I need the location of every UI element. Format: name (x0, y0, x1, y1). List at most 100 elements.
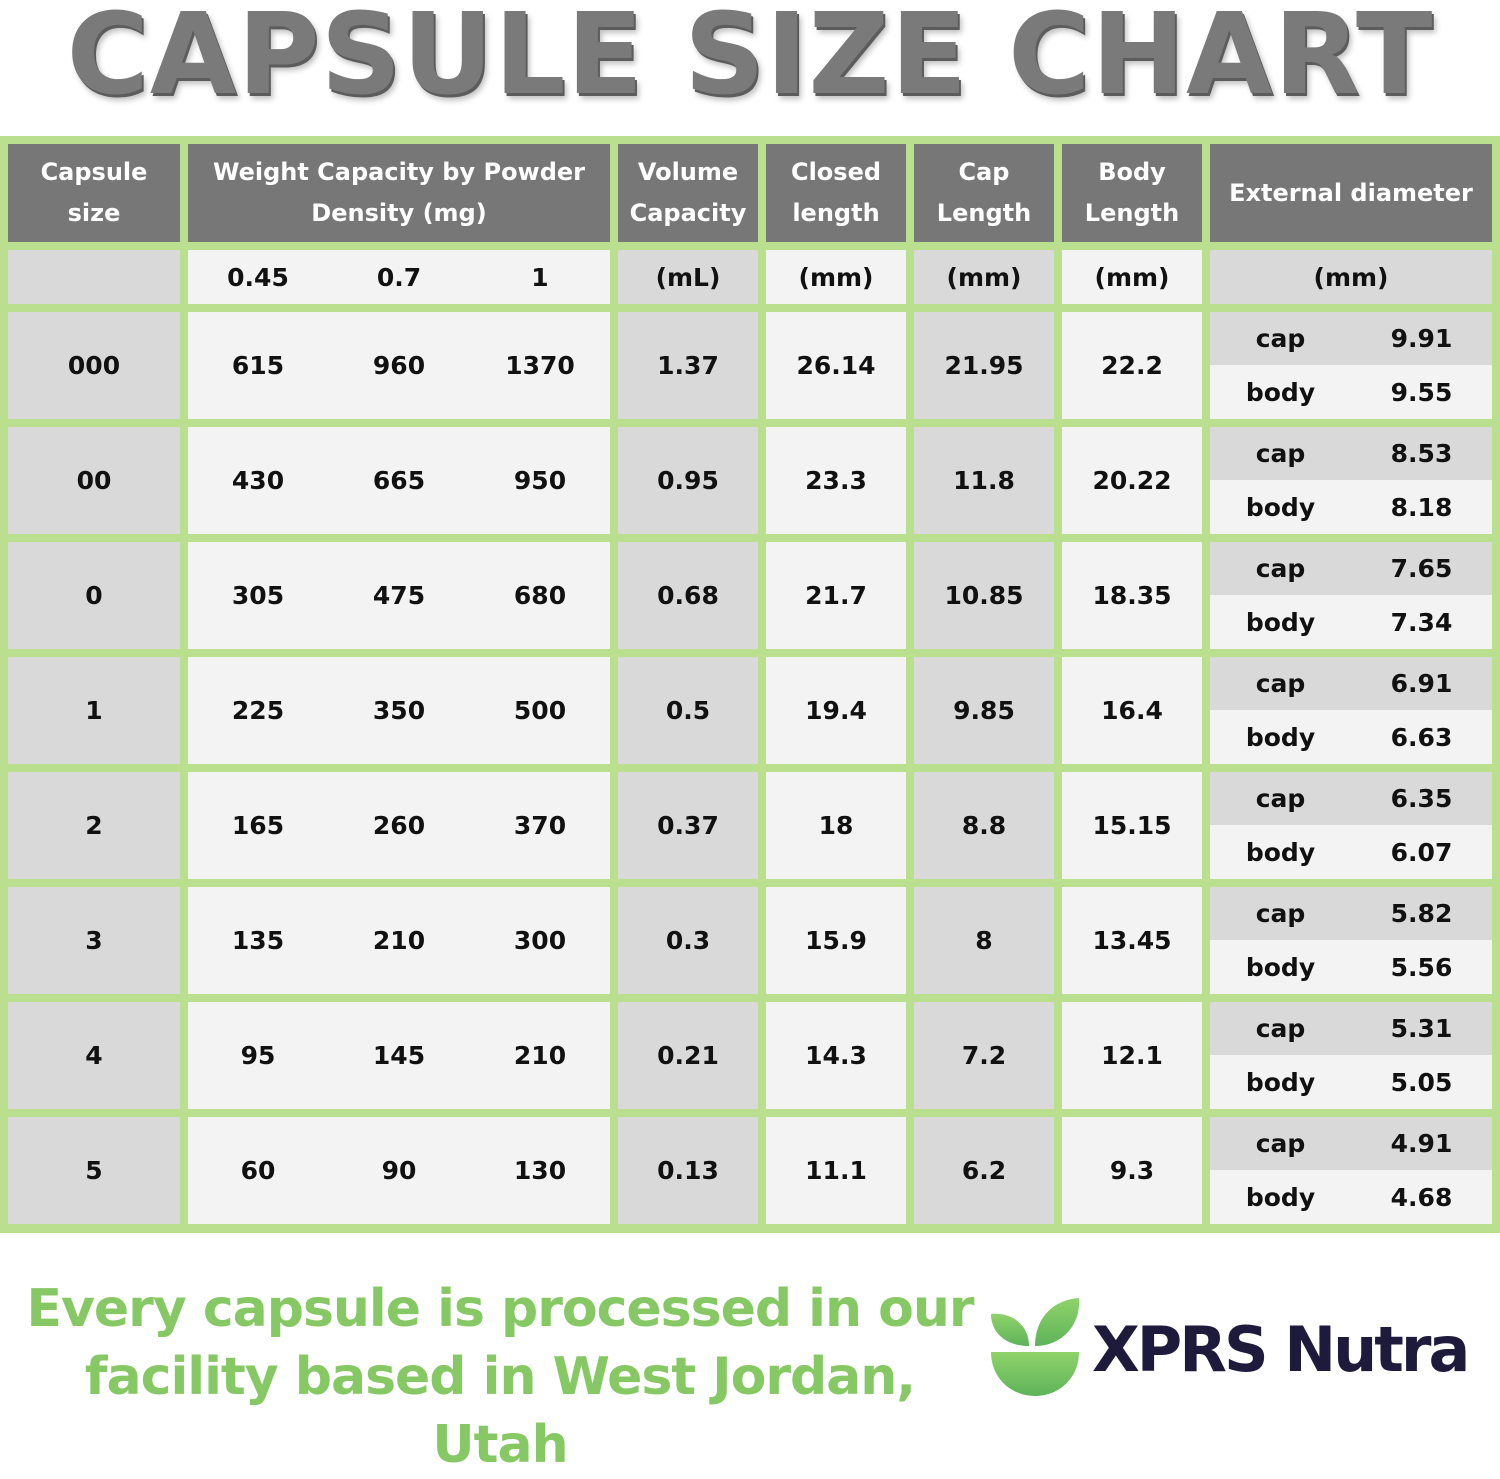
body-length-cell: 13.45 (1062, 887, 1202, 994)
diameter-body-band (1210, 1170, 1492, 1224)
weight-1-cell: 300 (513, 926, 567, 955)
diameter-cap-band (1210, 312, 1492, 365)
volume-cell: 0.95 (618, 427, 758, 534)
volume-cell: 0.3 (618, 887, 758, 994)
brand-name: XPRS Nutra (1092, 1313, 1470, 1386)
closed-length-cell: 14.3 (766, 1002, 906, 1109)
capsule-size-table: Capsule size Weight Capacity by Powder D… (0, 136, 1500, 1233)
weight-07-cell: 665 (372, 466, 426, 495)
weight-1-cell: 680 (513, 581, 567, 610)
header-capsule-size: Capsule size (8, 144, 180, 242)
body-length-cell: 15.15 (1062, 772, 1202, 879)
capsule-size-cell: 00 (8, 427, 180, 534)
diameter-body-label: body (1245, 1182, 1316, 1212)
unit-body-length: (mm) (1062, 250, 1202, 304)
weight-07-cell: 960 (372, 351, 426, 380)
body-length-cell: 22.2 (1062, 312, 1202, 419)
diameter-cap-value: 9.91 (1390, 324, 1453, 353)
diameter-cap-label: cap (1255, 669, 1306, 698)
closed-length-cell: 11.1 (766, 1117, 906, 1224)
weight-07-cell: 260 (372, 811, 426, 840)
diameter-cap-band (1210, 772, 1492, 825)
weight-band (188, 1002, 610, 1109)
unit-cap-length: (mm) (914, 250, 1054, 304)
density-07: 0.7 (376, 262, 422, 292)
capsule-size-cell: 2 (8, 772, 180, 879)
cap-length-cell: 21.95 (914, 312, 1054, 419)
diameter-cap-value: 8.53 (1390, 439, 1453, 468)
diameter-body-band (1210, 480, 1492, 534)
weight-band (188, 312, 610, 419)
diameter-cap-label: cap (1255, 784, 1306, 813)
diameter-cap-label: cap (1255, 324, 1306, 353)
weight-1-cell: 210 (513, 1041, 567, 1070)
diameter-body-value: 5.05 (1390, 1067, 1453, 1097)
diameter-cap-band (1210, 1002, 1492, 1055)
header-weight-capacity: Weight Capacity by Powder Density (mg) (188, 144, 610, 242)
weight-045-cell: 60 (240, 1156, 276, 1185)
cap-length-cell: 8 (914, 887, 1054, 994)
diameter-cap-band (1210, 427, 1492, 480)
closed-length-cell: 15.9 (766, 887, 906, 994)
cap-length-cell: 9.85 (914, 657, 1054, 764)
capsule-size-cell: 0 (8, 542, 180, 649)
weight-07-cell: 350 (372, 696, 426, 725)
diameter-body-value: 9.55 (1390, 377, 1453, 407)
weight-1-cell: 130 (513, 1156, 567, 1185)
diameter-cap-band (1210, 887, 1492, 940)
unit-external-diameter: (mm) (1210, 250, 1492, 304)
weight-07-cell: 210 (372, 926, 426, 955)
header-cap-length: Cap Length (914, 144, 1054, 242)
chart-title: CAPSULE SIZE CHART (66, 0, 1434, 120)
body-length-cell: 16.4 (1062, 657, 1202, 764)
diameter-body-value: 8.18 (1390, 492, 1453, 522)
weight-1-cell: 500 (513, 696, 567, 725)
diameter-cap-band (1210, 657, 1492, 710)
diameter-cap-label: cap (1255, 1129, 1306, 1158)
weight-045-cell: 95 (240, 1041, 276, 1070)
units-capsule-size-empty (8, 250, 180, 304)
diameter-body-value: 5.56 (1390, 952, 1453, 982)
diameter-body-value: 6.07 (1390, 837, 1453, 867)
header-body-length: Body Length (1062, 144, 1202, 242)
cap-length-cell: 8.8 (914, 772, 1054, 879)
cap-length-cell: 6.2 (914, 1117, 1054, 1224)
diameter-body-band (1210, 595, 1492, 649)
facility-tagline: Every capsule is processed in our facili… (26, 1279, 974, 1475)
diameter-cap-value: 4.91 (1390, 1129, 1453, 1158)
diameter-body-label: body (1245, 377, 1316, 407)
diameter-cap-band (1210, 1117, 1492, 1170)
diameter-body-band (1210, 710, 1492, 764)
capsule-size-cell: 000 (8, 312, 180, 419)
diameter-cap-value: 7.65 (1390, 554, 1453, 583)
header-volume-capacity: Volume Capacity (618, 144, 758, 242)
volume-cell: 0.21 (618, 1002, 758, 1109)
weight-1-cell: 370 (513, 811, 567, 840)
diameter-body-label: body (1245, 1067, 1316, 1097)
body-length-cell: 12.1 (1062, 1002, 1202, 1109)
weight-band (188, 542, 610, 649)
weight-band (188, 772, 610, 879)
weight-band (188, 657, 610, 764)
volume-cell: 0.13 (618, 1117, 758, 1224)
diameter-cap-label: cap (1255, 899, 1306, 928)
header-closed-length: Closed length (766, 144, 906, 242)
weight-07-cell: 145 (372, 1041, 426, 1070)
weight-1-cell: 1370 (505, 351, 575, 380)
cap-length-cell: 10.85 (914, 542, 1054, 649)
volume-cell: 1.37 (618, 312, 758, 419)
unit-volume: (mL) (618, 250, 758, 304)
weight-045-cell: 615 (231, 351, 285, 380)
closed-length-cell: 19.4 (766, 657, 906, 764)
diameter-cap-label: cap (1255, 554, 1306, 583)
closed-length-cell: 21.7 (766, 542, 906, 649)
volume-cell: 0.37 (618, 772, 758, 879)
diameter-body-band (1210, 365, 1492, 419)
closed-length-cell: 23.3 (766, 427, 906, 534)
diameter-body-value: 4.68 (1390, 1182, 1453, 1212)
diameter-cap-value: 5.31 (1390, 1014, 1453, 1043)
weight-07-cell: 475 (372, 581, 426, 610)
diameter-cap-value: 5.82 (1390, 899, 1453, 928)
density-045: 0.45 (227, 262, 289, 292)
diameter-body-label: body (1245, 607, 1316, 637)
